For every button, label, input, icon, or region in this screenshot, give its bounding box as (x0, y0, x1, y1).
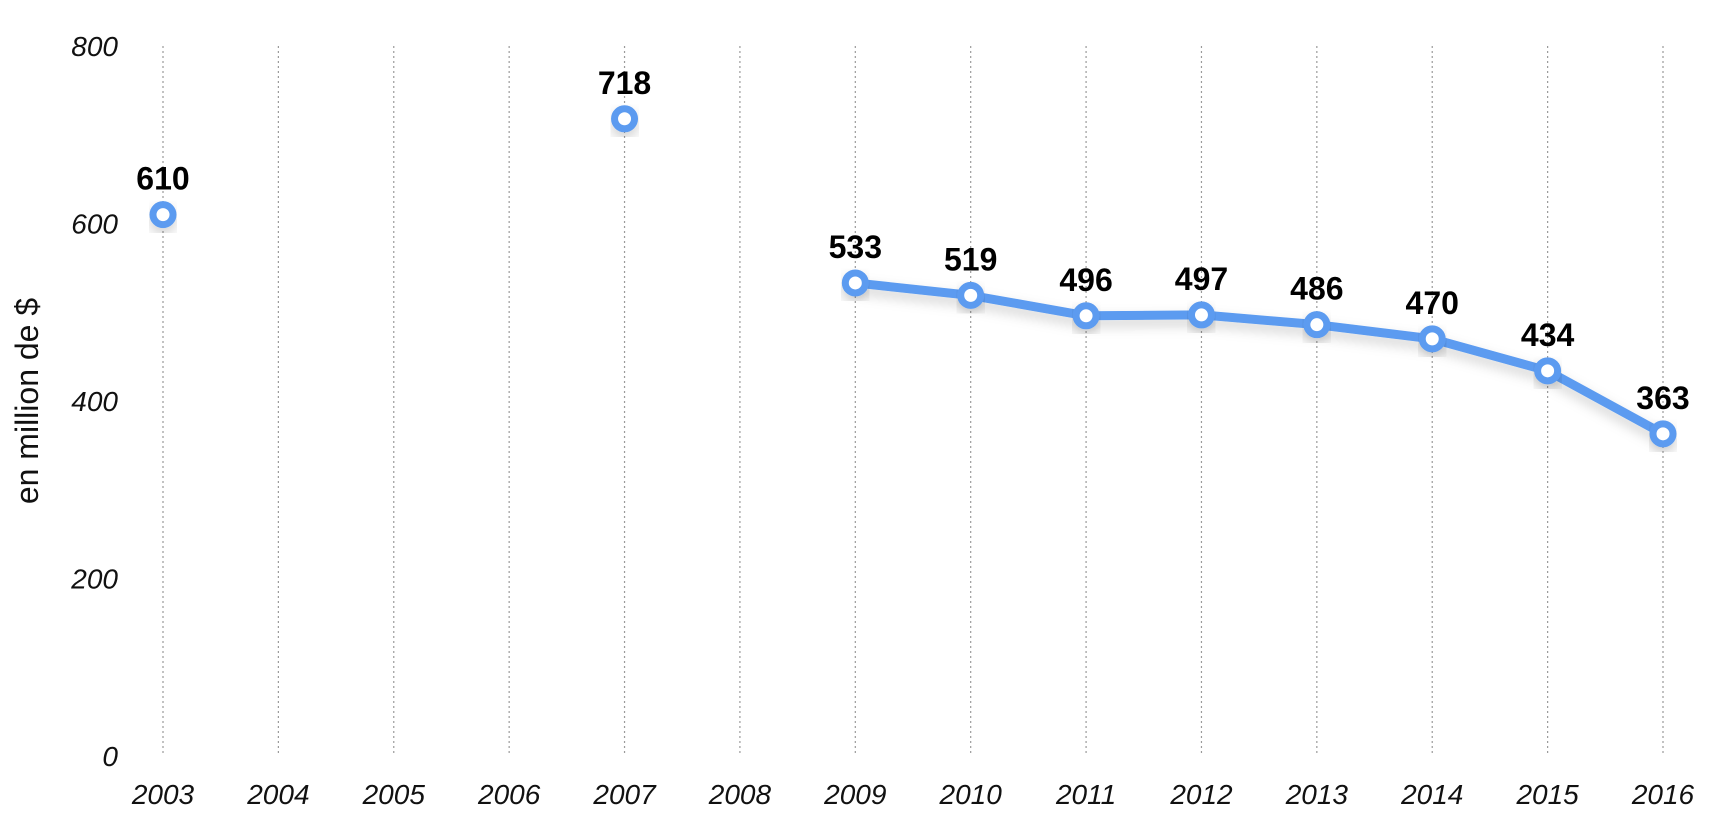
x-tick-2014: 2014 (1400, 779, 1463, 810)
x-axis: 2003 2004 2005 2006 2007 2008 2009 2010 2011 2012… (131, 779, 1695, 810)
data-label-2003: 610 (136, 161, 189, 197)
y-tick-600: 600 (71, 209, 118, 240)
data-label-2012: 497 (1175, 261, 1228, 297)
x-tick-2004: 2004 (246, 779, 309, 810)
x-tick-2003: 2003 (131, 779, 195, 810)
x-tick-2011: 2011 (1055, 779, 1116, 810)
data-label-2011: 496 (1059, 262, 1112, 298)
data-label-2015: 434 (1521, 317, 1575, 353)
x-tick-2010: 2010 (939, 779, 1003, 810)
x-tick-2009: 2009 (823, 779, 886, 810)
data-point-2003 (149, 201, 177, 229)
y-tick-200: 200 (70, 564, 118, 595)
x-tick-2015: 2015 (1515, 779, 1579, 810)
y-tick-800: 800 (71, 31, 118, 62)
x-tick-2016: 2016 (1631, 779, 1695, 810)
y-axis: 0 200 400 600 800 (70, 31, 118, 772)
y-axis-label: en million de $ (9, 298, 45, 505)
data-label-2009: 533 (829, 229, 882, 265)
data-label-2016: 363 (1636, 380, 1689, 416)
x-tick-2013: 2013 (1285, 779, 1349, 810)
series-layer (850, 278, 1668, 439)
data-point-2010 (957, 281, 985, 309)
data-label-2013: 486 (1290, 271, 1343, 307)
data-point-2016 (1649, 420, 1677, 448)
x-tick-2007: 2007 (592, 779, 657, 810)
y-tick-400: 400 (71, 386, 118, 417)
x-tick-2008: 2008 (708, 779, 772, 810)
data-point-2012 (1187, 301, 1215, 329)
data-point-2015 (1534, 357, 1562, 385)
data-label-2014: 470 (1406, 285, 1459, 321)
x-tick-2006: 2006 (477, 779, 541, 810)
x-tick-2005: 2005 (362, 779, 426, 810)
data-label-2007: 718 (598, 65, 651, 101)
data-point-2009 (841, 269, 869, 297)
data-point-2011 (1072, 302, 1100, 330)
x-tick-2012: 2012 (1169, 779, 1233, 810)
data-point-2013 (1303, 311, 1331, 339)
data-point-2007 (611, 105, 639, 133)
data-point-2014 (1418, 325, 1446, 353)
points-layer (149, 105, 1677, 448)
data-label-2010: 519 (944, 241, 997, 277)
series-line-segment-2 (850, 278, 1668, 439)
grid-lines (162, 46, 1664, 756)
data-labels: 610 718 533 519 496 497 486 470 434 363 (136, 65, 1689, 416)
y-tick-0: 0 (102, 741, 118, 772)
